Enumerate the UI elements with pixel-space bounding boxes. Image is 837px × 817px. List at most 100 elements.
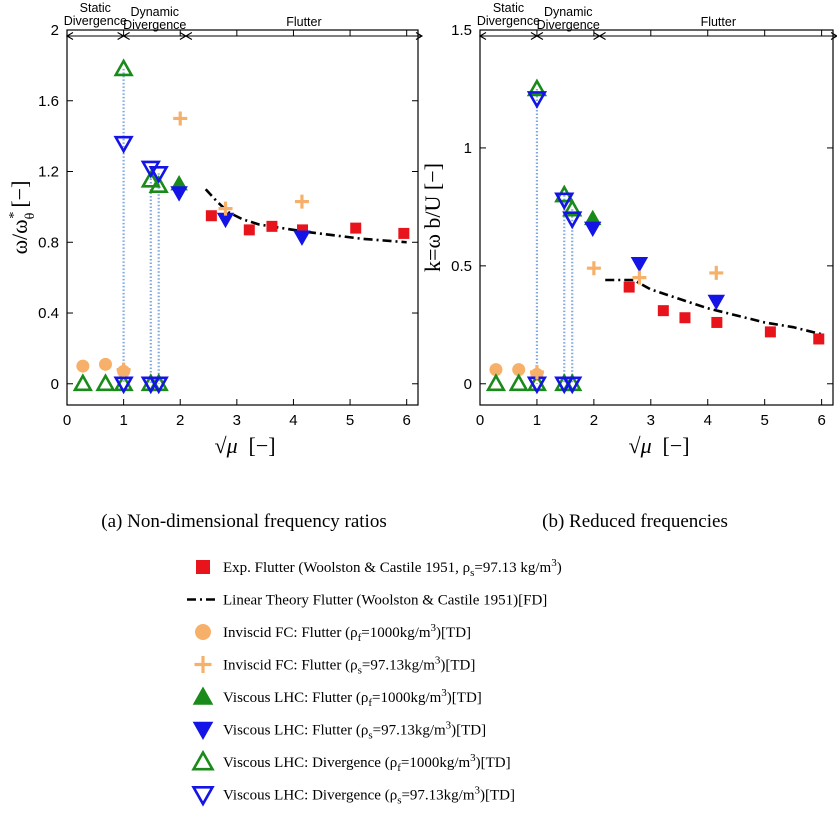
legend-entry-viscous_flutter_rho_f: Viscous LHC: Flutter (ρf=1000kg/m3)[TD] bbox=[192, 686, 482, 709]
y-tick-label: 2 bbox=[51, 22, 59, 39]
legend-marker bbox=[191, 749, 215, 771]
legend-entry-viscous_div_rho_f: Viscous LHC: Divergence (ρf=1000kg/m3)[T… bbox=[191, 749, 511, 774]
legend-marker bbox=[192, 721, 214, 740]
legend-label: Linear Theory Flutter (Woolston & Castil… bbox=[223, 593, 547, 609]
viscous_div_rho_f-point bbox=[485, 373, 507, 392]
y-tick-label: 0.4 bbox=[38, 305, 59, 322]
viscous_flutter_rho_s-point bbox=[583, 221, 602, 238]
regime-label: Static bbox=[493, 1, 524, 15]
y-axis-label-text: ω/ωθ*[−] bbox=[7, 181, 38, 255]
legend-label: Inviscid FC: Flutter (ρs=97.13kg/m3)[TD] bbox=[223, 655, 475, 677]
viscous_div_rho_f-point bbox=[140, 169, 161, 188]
inviscid_fc_rho_s-point bbox=[218, 201, 233, 216]
inviscid_fc_rho_s-point bbox=[294, 194, 309, 209]
regime-arrowhead bbox=[415, 32, 424, 40]
exp_flutter-point bbox=[398, 227, 410, 239]
regime-label: Flutter bbox=[286, 15, 321, 29]
inviscid_fc_rho_f-point bbox=[76, 359, 90, 373]
y-tick-label: 1.5 bbox=[451, 22, 472, 39]
legend-entry-viscous_div_rho_s: Viscous LHC: Divergence (ρs=97.13kg/m3)[… bbox=[191, 785, 515, 807]
legend-marker bbox=[192, 686, 214, 705]
plot-frame bbox=[66, 29, 419, 406]
viscous_div_rho_s-point bbox=[562, 376, 583, 395]
x-tick-label: 6 bbox=[817, 412, 825, 429]
regime-label: Flutter bbox=[701, 15, 736, 29]
exp_flutter-point bbox=[205, 210, 217, 222]
exp_flutter-point bbox=[657, 305, 669, 317]
viscous_div_rho_f-point bbox=[95, 373, 116, 392]
regime-arrowhead bbox=[535, 32, 544, 40]
exp_flutter-point bbox=[350, 222, 362, 234]
inviscid_fc_rho_s-point bbox=[529, 364, 544, 379]
x-axis-symbol: √μ bbox=[215, 433, 238, 458]
legend-entry-exp_flutter: Exp. Flutter (Woolston & Castile 1951, ρ… bbox=[196, 557, 562, 579]
legend-entry-inviscid_fc_rho_s: Inviscid FC: Flutter (ρs=97.13kg/m3)[TD] bbox=[194, 655, 475, 677]
legend-marker bbox=[194, 656, 212, 673]
exp_flutter-point bbox=[243, 224, 255, 236]
y-axis-label: ω/ωθ*[−] bbox=[7, 181, 38, 255]
viscous_div_rho_s-point bbox=[113, 376, 134, 395]
legend-label: Viscous LHC: Flutter (ρs=97.13kg/m3)[TD] bbox=[223, 720, 486, 742]
viscous_div_rho_s-point bbox=[140, 160, 161, 179]
inviscid_fc_rho_s-point bbox=[709, 265, 724, 280]
regime-arrowhead bbox=[598, 32, 606, 40]
linear-theory-curve bbox=[605, 278, 822, 336]
legend-label: Exp. Flutter (Woolston & Castile 1951, ρ… bbox=[223, 557, 562, 579]
viscous_div_rho_s-point bbox=[113, 135, 134, 154]
y-axis-label-text: k=ω b/U [−] bbox=[420, 163, 445, 272]
y-axis-label: k=ω b/U [−] bbox=[420, 163, 445, 272]
regime-arrowhead bbox=[830, 32, 837, 40]
regime-label: Dynamic bbox=[544, 5, 593, 19]
x-tick-label: 3 bbox=[647, 412, 655, 429]
inviscid_fc_rho_f-point bbox=[512, 363, 526, 377]
x-tick-label: 5 bbox=[346, 412, 354, 429]
exp_flutter-point bbox=[266, 220, 278, 232]
exp_flutter-point bbox=[813, 333, 825, 345]
regime-arrowhead bbox=[478, 32, 487, 40]
x-tick-label: 6 bbox=[403, 412, 411, 429]
viscous_div_rho_f-point bbox=[113, 58, 134, 77]
legend-marker bbox=[195, 624, 211, 640]
exp_flutter-point bbox=[764, 326, 776, 338]
y-tick-label: 1.6 bbox=[38, 93, 59, 110]
y-tick-label: 1.2 bbox=[38, 164, 59, 181]
viscous_flutter_rho_s-point bbox=[630, 256, 649, 273]
legend-entry-linear_theory: Linear Theory Flutter (Woolston & Castil… bbox=[187, 593, 547, 609]
regime-label: Divergence bbox=[477, 14, 540, 28]
panel-caption: (a) Non-dimensional frequency ratios bbox=[101, 511, 386, 532]
viscous_div_rho_s-point bbox=[148, 376, 169, 395]
legend-label: Viscous LHC: Divergence (ρs=97.13kg/m3)[… bbox=[223, 785, 515, 807]
exp_flutter-point bbox=[679, 312, 691, 324]
x-tick-label: 4 bbox=[289, 412, 297, 429]
x-axis-unit: [−] bbox=[663, 433, 690, 458]
legend-label: Viscous LHC: Flutter (ρf=1000kg/m3)[TD] bbox=[223, 687, 482, 709]
viscous_div_rho_s-point bbox=[562, 211, 583, 230]
legend-label: Inviscid FC: Flutter (ρf=1000kg/m3)[TD] bbox=[223, 622, 471, 644]
regime-label: Divergence bbox=[537, 18, 600, 32]
x-tick-label: 4 bbox=[704, 412, 712, 429]
panel-caption: (b) Reduced frequencies bbox=[542, 511, 728, 532]
legend-entry-inviscid_fc_rho_f: Inviscid FC: Flutter (ρf=1000kg/m3)[TD] bbox=[195, 622, 471, 644]
inviscid_fc_rho_s-point bbox=[632, 270, 647, 285]
viscous_div_rho_f-point bbox=[562, 198, 583, 217]
legend-entry-viscous_flutter_rho_s: Viscous LHC: Flutter (ρs=97.13kg/m3)[TD] bbox=[192, 720, 486, 742]
viscous_div_rho_s-point bbox=[526, 91, 548, 109]
x-tick-label: 1 bbox=[119, 412, 127, 429]
regime-arrowhead bbox=[184, 32, 193, 40]
regime-label: Divergence bbox=[123, 18, 186, 32]
y-tick-label: 0.8 bbox=[38, 234, 59, 251]
y-tick-label: 0.5 bbox=[451, 258, 472, 275]
x-tick-label: 3 bbox=[233, 412, 241, 429]
x-axis-unit: [−] bbox=[249, 433, 276, 458]
viscous_flutter_rho_s-point bbox=[707, 294, 726, 311]
regime-label: Divergence bbox=[64, 14, 127, 28]
viscous_div_rho_s-point bbox=[148, 165, 169, 184]
viscous_div_rho_f-point bbox=[508, 373, 529, 392]
x-tick-label: 2 bbox=[590, 412, 598, 429]
viscous_flutter_rho_s-point bbox=[293, 230, 311, 246]
chart-panel-left: 0 1 2 3 4 5 600.40.81.21.62StaticDivergenceDyn… bbox=[7, 1, 424, 532]
x-tick-label: 0 bbox=[476, 412, 484, 429]
legend-marker bbox=[191, 785, 215, 807]
regime-arrowhead bbox=[122, 32, 130, 40]
